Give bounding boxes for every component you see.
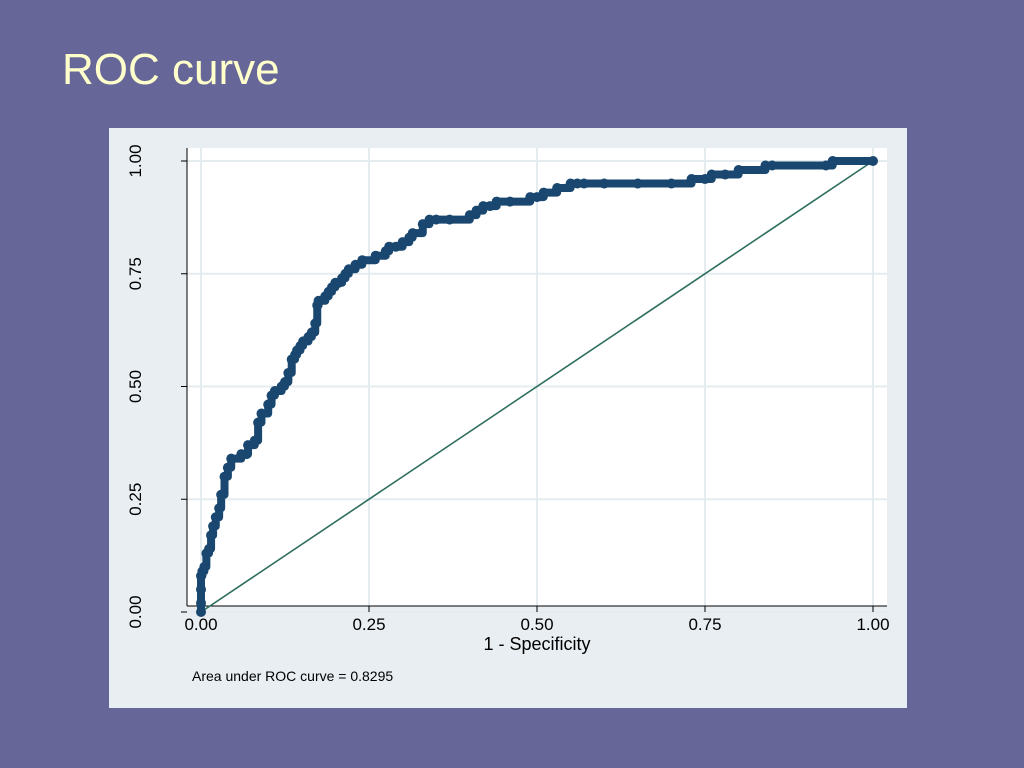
y-tick-label-4: 1.00 xyxy=(126,144,145,177)
roc-point xyxy=(444,214,455,225)
roc-point xyxy=(196,597,206,608)
roc-point xyxy=(491,196,502,207)
roc-point xyxy=(204,543,215,554)
roc-point xyxy=(249,435,260,446)
x-tick-label-0: 0.00 xyxy=(184,615,217,634)
roc-point xyxy=(370,250,381,261)
chart-panel: 0.00 0.25 0.50 0.75 1.00 0.00 0.25 0.50 0.75 1.00… xyxy=(109,128,907,708)
axes: 0.00 0.25 0.50 0.75 1.00 0.00 0.25 0.50 0.75 1.00 xyxy=(126,144,890,634)
reference-line xyxy=(200,160,874,613)
roc-point xyxy=(579,178,590,189)
roc-point xyxy=(706,169,717,180)
roc-point xyxy=(538,187,549,198)
roc-point xyxy=(226,453,237,464)
roc-point xyxy=(733,165,744,176)
roc-point xyxy=(253,417,264,428)
roc-point xyxy=(407,228,418,239)
roc-chart: 0.00 0.25 0.50 0.75 1.00 0.00 0.25 0.50 0.75 1.00… xyxy=(109,128,907,708)
roc-point xyxy=(222,462,233,473)
roc-point xyxy=(196,607,206,617)
y-tick-label-0: 0.00 xyxy=(126,595,145,628)
roc-point xyxy=(199,561,210,572)
x-axis-title: 1 - Specificity xyxy=(483,634,590,654)
roc-point xyxy=(666,178,677,189)
y-tick-label-3: 0.75 xyxy=(126,257,145,290)
roc-point xyxy=(720,169,731,180)
slide-title: ROC curve xyxy=(62,45,280,94)
roc-point xyxy=(196,584,206,595)
series-layer xyxy=(196,156,878,617)
y-tick-label-2: 0.50 xyxy=(126,370,145,403)
roc-point xyxy=(256,408,267,419)
y-tick-label-1: 0.25 xyxy=(126,483,145,516)
roc-point xyxy=(206,530,217,541)
roc-point xyxy=(306,327,317,338)
roc-point xyxy=(827,156,838,166)
roc-point xyxy=(283,367,294,378)
roc-point xyxy=(216,489,227,500)
roc-point xyxy=(431,214,442,225)
roc-point xyxy=(357,255,368,266)
roc-point xyxy=(210,512,221,523)
x-tick-label-2: 0.50 xyxy=(520,615,553,634)
roc-point xyxy=(208,521,219,532)
roc-point xyxy=(214,503,225,514)
roc-point xyxy=(505,196,516,207)
x-tick-label-1: 0.25 xyxy=(352,615,385,634)
roc-point xyxy=(868,156,878,166)
roc-point xyxy=(552,183,563,194)
roc-point xyxy=(599,178,610,189)
roc-point xyxy=(686,174,697,185)
roc-point xyxy=(263,399,274,410)
roc-point xyxy=(632,178,643,189)
roc-point xyxy=(280,376,290,387)
roc-point xyxy=(241,449,252,460)
auc-note: Area under ROC curve = 0.8295 xyxy=(192,668,393,684)
x-tick-label-4: 1.00 xyxy=(856,615,889,634)
roc-point xyxy=(310,318,321,329)
roc-point xyxy=(219,471,230,482)
roc-point xyxy=(767,160,778,171)
x-tick-label-3: 0.75 xyxy=(688,615,721,634)
